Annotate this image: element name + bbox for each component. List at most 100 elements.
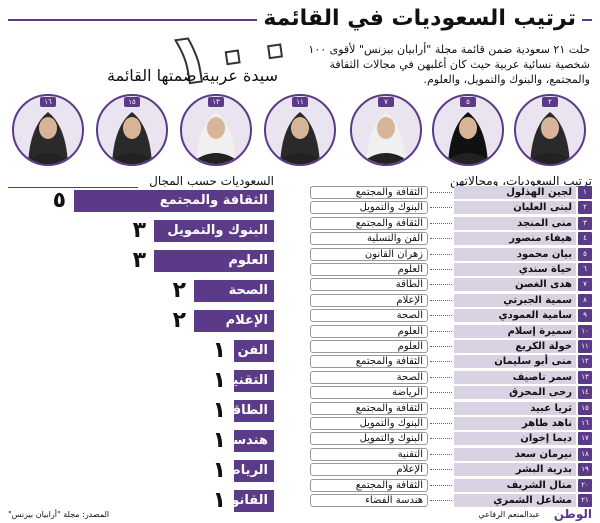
intro-text: حلت ٢١ سعودية ضمن قائمة مجلة "أرابيان بي… — [308, 43, 590, 86]
ranking-row: ٢٠ منال الشريف الثقافة والمجتمع — [310, 479, 592, 493]
rank-leader-dots — [430, 377, 452, 378]
rank-name: منى المنجد — [454, 217, 576, 230]
big-caption: سيدة عربية ضمتها القائمة — [107, 66, 278, 85]
rank-field: الثقافة والمجتمع — [310, 479, 428, 492]
rank-field: الصحة — [310, 371, 428, 384]
rank-name: رحى المحرق — [454, 386, 576, 399]
bar — [234, 340, 274, 362]
rank-field: الرياضة — [310, 386, 428, 399]
ranking-row: ٥ بيان محمود زهران القانون — [310, 248, 592, 262]
rank-number-badge: ٤ — [578, 232, 592, 245]
rank-leader-dots — [430, 238, 452, 239]
rank-field: العلوم — [310, 325, 428, 338]
rank-field: العلوم — [310, 263, 428, 276]
rank-leader-dots — [430, 361, 452, 362]
ranking-row: ٩ سامية العمودي الصحة — [310, 309, 592, 323]
rank-name: سميرة إسلام — [454, 325, 576, 338]
bar — [234, 400, 274, 422]
ranking-row: ٢ لبنى العليان البنوك والتمويل — [310, 201, 592, 215]
rank-leader-dots — [430, 192, 452, 193]
rank-field: البنوك والتمويل — [310, 417, 428, 430]
portrait-avatar: ٢ — [514, 94, 586, 166]
ranking-row: ٢١ مشاعل الشمري هندسة الفضاء — [310, 494, 592, 508]
bar-value-label: ١ — [212, 428, 226, 453]
rank-field: التقنية — [310, 448, 428, 461]
bar-category-label: الرياضة — [220, 463, 268, 478]
rank-field: الثقافة والمجتمع — [310, 186, 428, 199]
bar-row: الطاقة ١ — [4, 398, 274, 423]
title-bar: ترتيب السعوديات في القائمة — [8, 4, 592, 34]
rank-leader-dots — [430, 269, 452, 270]
rank-number-badge: ٧ — [578, 278, 592, 291]
rank-number-badge: ٨ — [578, 294, 592, 307]
bar-category-label: الثقافة والمجتمع — [159, 193, 268, 208]
bar-value-label: ١ — [212, 488, 226, 513]
bar-category-label: الصحة — [228, 283, 268, 298]
rank-field: الطاقة — [310, 278, 428, 291]
rank-field: الإعلام — [310, 294, 428, 307]
ranking-row: ٧ هدى الغصن الطاقة — [310, 278, 592, 292]
ranking-row: ١٥ ثريا عبيد الثقافة والمجتمع — [310, 402, 592, 416]
rank-number-badge: ٩ — [578, 309, 592, 322]
bar-category-label: التقنية — [225, 373, 269, 388]
rank-leader-dots — [430, 207, 452, 208]
bar — [234, 430, 274, 452]
bar-value-label: ٣ — [132, 248, 146, 273]
rank-number-badge: ٢١ — [578, 494, 592, 507]
rank-name: منى أبو سليمان — [454, 355, 576, 368]
rank-field: العلوم — [310, 340, 428, 353]
rank-field: البنوك والتمويل — [310, 432, 428, 445]
bar-row: التقنية ١ — [4, 368, 274, 393]
rank-name: مشاعل الشمري — [454, 494, 576, 507]
author-credit: عبدالمنعم الرفاعي — [478, 510, 540, 519]
portrait-rank-badge: ١٣ — [208, 97, 224, 107]
bar-category-label: الإعلام — [225, 313, 268, 328]
ranking-row: ١١ خولة الكريع العلوم — [310, 340, 592, 354]
portrait-rank-badge: ١٦ — [40, 97, 56, 107]
portrait-strip: ٢ ٥ ٧ ١١ ١٣ ١٥ ١٦ — [6, 94, 594, 172]
bar-row: الإعلام ٢ — [4, 308, 274, 333]
rank-number-badge: ٢٠ — [578, 479, 592, 492]
rank-field: زهران القانون — [310, 248, 428, 261]
portrait-rank-badge: ١٥ — [124, 97, 140, 107]
bar-row: العلوم ٣ — [4, 248, 274, 273]
ranking-row: ٣ منى المنجد الثقافة والمجتمع — [310, 217, 592, 231]
rank-leader-dots — [430, 254, 452, 255]
bar-row: هندسة الفضاء ١ — [4, 428, 274, 453]
portrait-avatar: ١٦ — [12, 94, 84, 166]
bar-category-label: الطاقة — [224, 403, 268, 418]
left-section-rule — [8, 187, 138, 188]
rank-field: هندسة الفضاء — [310, 494, 428, 507]
bar — [234, 370, 274, 392]
portrait-rank-badge: ١١ — [292, 97, 308, 107]
rank-leader-dots — [430, 408, 452, 409]
rank-name: ثريا عبيد — [454, 402, 576, 415]
rank-name: بيان محمود — [454, 248, 576, 261]
left-section-title: السعوديات حسب المجال — [8, 172, 274, 190]
rank-leader-dots — [430, 485, 452, 486]
rank-number-badge: ٣ — [578, 217, 592, 230]
rank-name: سمية الجبرتي — [454, 294, 576, 307]
rank-leader-dots — [430, 346, 452, 347]
rank-leader-dots — [430, 454, 452, 455]
bar-category-label: الفن والتسلية — [178, 343, 268, 358]
bar — [194, 310, 274, 332]
rank-name: نيرمان سعد — [454, 448, 576, 461]
ranking-row: ١٨ نيرمان سعد التقنية — [310, 448, 592, 462]
rank-name: حياة سندي — [454, 263, 576, 276]
ranking-row: ١ لجين الهذلول الثقافة والمجتمع — [310, 186, 592, 200]
rank-number-badge: ١٤ — [578, 386, 592, 399]
portrait-rank-badge: ٧ — [378, 97, 394, 107]
rank-number-badge: ١٢ — [578, 355, 592, 368]
person-silhouette-icon — [442, 112, 494, 164]
rank-number-badge: ١٧ — [578, 432, 592, 445]
portrait-rank-badge: ٥ — [460, 97, 476, 107]
rank-number-badge: ٦ — [578, 263, 592, 276]
bar-value-label: ١ — [212, 368, 226, 393]
bar-value-label: ١ — [212, 338, 226, 363]
rank-field: الإعلام — [310, 463, 428, 476]
rank-leader-dots — [430, 500, 452, 501]
portrait-rank-badge: ٢ — [542, 97, 558, 107]
rank-leader-dots — [430, 423, 452, 424]
ranking-row: ١٢ منى أبو سليمان الثقافة والمجتمع — [310, 355, 592, 369]
